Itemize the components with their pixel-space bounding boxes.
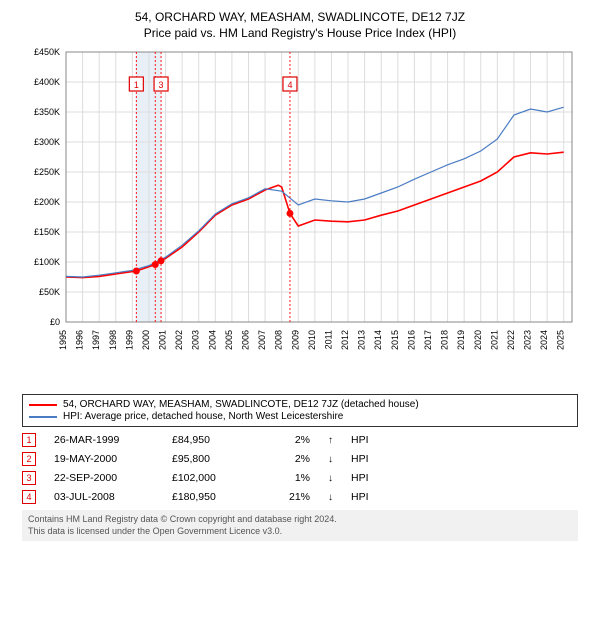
svg-text:2001: 2001 [158, 330, 168, 350]
chart-subtitle: Price paid vs. HM Land Registry's House … [8, 26, 592, 40]
svg-text:£300K: £300K [34, 137, 60, 147]
sale-number-box: 1 [22, 433, 36, 447]
svg-text:2008: 2008 [274, 330, 284, 350]
svg-text:2010: 2010 [307, 330, 317, 350]
svg-text:2020: 2020 [473, 330, 483, 350]
svg-text:3: 3 [159, 80, 164, 90]
sale-price: £84,950 [172, 434, 252, 446]
sale-number-box: 4 [22, 490, 36, 504]
footer-line1: Contains HM Land Registry data © Crown c… [28, 514, 572, 526]
sale-number-box: 3 [22, 471, 36, 485]
svg-text:4: 4 [287, 80, 292, 90]
svg-text:1998: 1998 [108, 330, 118, 350]
sale-row: 1 26-MAR-1999 £84,950 2% ↑ HPI [22, 433, 578, 447]
svg-text:1999: 1999 [124, 330, 134, 350]
svg-text:1: 1 [134, 80, 139, 90]
sale-date: 03-JUL-2008 [54, 491, 154, 503]
legend-swatch [29, 404, 57, 406]
svg-text:£450K: £450K [34, 47, 60, 57]
legend-item: 54, ORCHARD WAY, MEASHAM, SWADLINCOTE, D… [29, 399, 571, 410]
svg-text:1996: 1996 [75, 330, 85, 350]
sales-table: 1 26-MAR-1999 £84,950 2% ↑ HPI 2 19-MAY-2000 £95… [22, 433, 578, 504]
svg-text:2023: 2023 [523, 330, 533, 350]
sale-suffix: HPI [351, 434, 369, 446]
sale-price: £95,800 [172, 453, 252, 465]
svg-text:2004: 2004 [207, 330, 217, 350]
sale-price: £180,950 [172, 491, 252, 503]
footer-note: Contains HM Land Registry data © Crown c… [22, 510, 578, 541]
sale-pct: 21% [270, 491, 310, 503]
svg-text:2021: 2021 [489, 330, 499, 350]
svg-text:1997: 1997 [91, 330, 101, 350]
sale-suffix: HPI [351, 472, 369, 484]
svg-text:2005: 2005 [224, 330, 234, 350]
sale-suffix: HPI [351, 453, 369, 465]
sale-row: 2 19-MAY-2000 £95,800 2% ↓ HPI [22, 452, 578, 466]
legend: 54, ORCHARD WAY, MEASHAM, SWADLINCOTE, D… [22, 394, 578, 427]
svg-text:£100K: £100K [34, 257, 60, 267]
sale-row: 3 22-SEP-2000 £102,000 1% ↓ HPI [22, 471, 578, 485]
svg-text:2019: 2019 [456, 330, 466, 350]
svg-text:2014: 2014 [373, 330, 383, 350]
svg-text:2017: 2017 [423, 330, 433, 350]
svg-text:2007: 2007 [257, 330, 267, 350]
sale-pct: 2% [270, 434, 310, 446]
svg-text:£150K: £150K [34, 227, 60, 237]
chart-title: 54, ORCHARD WAY, MEASHAM, SWADLINCOTE, D… [8, 10, 592, 24]
sale-date: 19-MAY-2000 [54, 453, 154, 465]
svg-text:£250K: £250K [34, 167, 60, 177]
svg-text:2018: 2018 [440, 330, 450, 350]
sale-arrow-icon: ↓ [328, 473, 333, 484]
svg-text:2002: 2002 [174, 330, 184, 350]
legend-swatch [29, 416, 57, 418]
svg-text:2016: 2016 [406, 330, 416, 350]
svg-text:£0: £0 [50, 317, 60, 327]
svg-text:2003: 2003 [191, 330, 201, 350]
svg-text:2012: 2012 [340, 330, 350, 350]
svg-text:2006: 2006 [240, 330, 250, 350]
svg-text:2015: 2015 [390, 330, 400, 350]
sale-arrow-icon: ↓ [328, 492, 333, 503]
svg-text:2025: 2025 [556, 330, 566, 350]
svg-text:£400K: £400K [34, 77, 60, 87]
sale-number-box: 2 [22, 452, 36, 466]
sale-row: 4 03-JUL-2008 £180,950 21% ↓ HPI [22, 490, 578, 504]
svg-text:£200K: £200K [34, 197, 60, 207]
chart-svg: £0 £50K £100K £150K £200K £250K £300K £350K £400… [20, 46, 580, 386]
svg-text:2009: 2009 [290, 330, 300, 350]
sale-arrow-icon: ↑ [328, 435, 333, 446]
footer-line2: This data is licensed under the Open Gov… [28, 526, 572, 538]
svg-text:2000: 2000 [141, 330, 151, 350]
sale-pct: 2% [270, 453, 310, 465]
svg-text:2011: 2011 [323, 330, 333, 349]
legend-label: 54, ORCHARD WAY, MEASHAM, SWADLINCOTE, D… [63, 399, 419, 410]
sale-date: 26-MAR-1999 [54, 434, 154, 446]
chart-area: £0 £50K £100K £150K £200K £250K £300K £350K £400… [20, 46, 580, 386]
sale-arrow-icon: ↓ [328, 454, 333, 465]
svg-text:2022: 2022 [506, 330, 516, 350]
sale-price: £102,000 [172, 472, 252, 484]
svg-text:£50K: £50K [39, 287, 60, 297]
sale-pct: 1% [270, 472, 310, 484]
sale-suffix: HPI [351, 491, 369, 503]
svg-text:1995: 1995 [58, 330, 68, 350]
svg-text:2024: 2024 [539, 330, 549, 350]
svg-text:2013: 2013 [357, 330, 367, 350]
legend-label: HPI: Average price, detached house, Nort… [63, 411, 343, 422]
svg-text:£350K: £350K [34, 107, 60, 117]
legend-item: HPI: Average price, detached house, Nort… [29, 411, 571, 422]
sale-date: 22-SEP-2000 [54, 472, 154, 484]
